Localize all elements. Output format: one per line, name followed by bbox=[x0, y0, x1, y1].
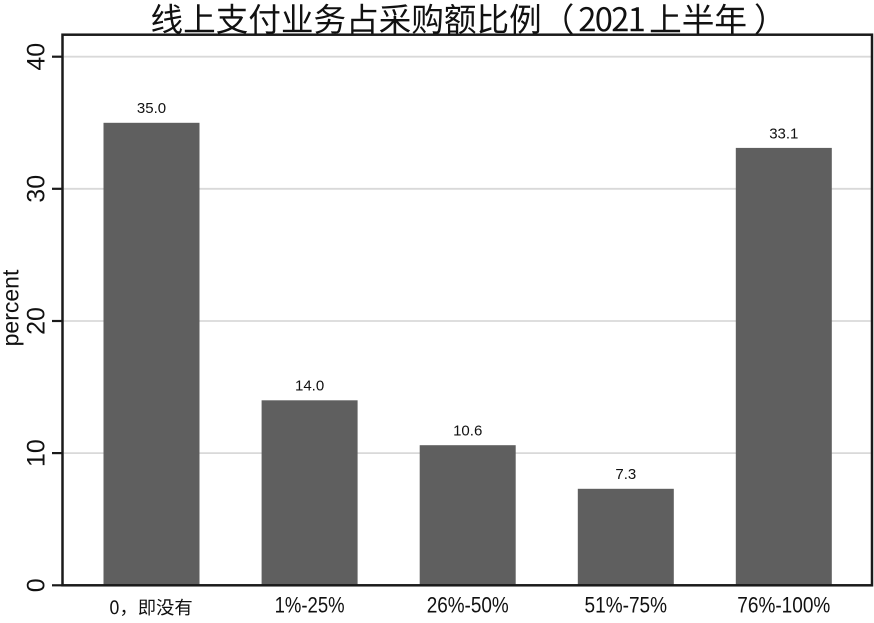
svg-text:30: 30 bbox=[23, 175, 51, 203]
svg-text:26%-50%: 26%-50% bbox=[427, 593, 509, 618]
svg-text:40: 40 bbox=[23, 43, 51, 71]
svg-text:0: 0 bbox=[23, 578, 51, 592]
svg-text:14.0: 14.0 bbox=[295, 378, 324, 395]
svg-text:1%-25%: 1%-25% bbox=[275, 593, 345, 618]
svg-text:33.1: 33.1 bbox=[769, 125, 798, 142]
svg-text:10.6: 10.6 bbox=[453, 423, 482, 440]
svg-text:7.3: 7.3 bbox=[615, 466, 636, 483]
svg-text:20: 20 bbox=[23, 307, 51, 335]
svg-text:10: 10 bbox=[23, 439, 51, 467]
svg-text:51%-75%: 51%-75% bbox=[585, 593, 668, 618]
svg-text:35.0: 35.0 bbox=[137, 100, 166, 117]
svg-text:percent: percent bbox=[0, 269, 24, 346]
svg-text:76%-100%: 76%-100% bbox=[737, 593, 830, 618]
